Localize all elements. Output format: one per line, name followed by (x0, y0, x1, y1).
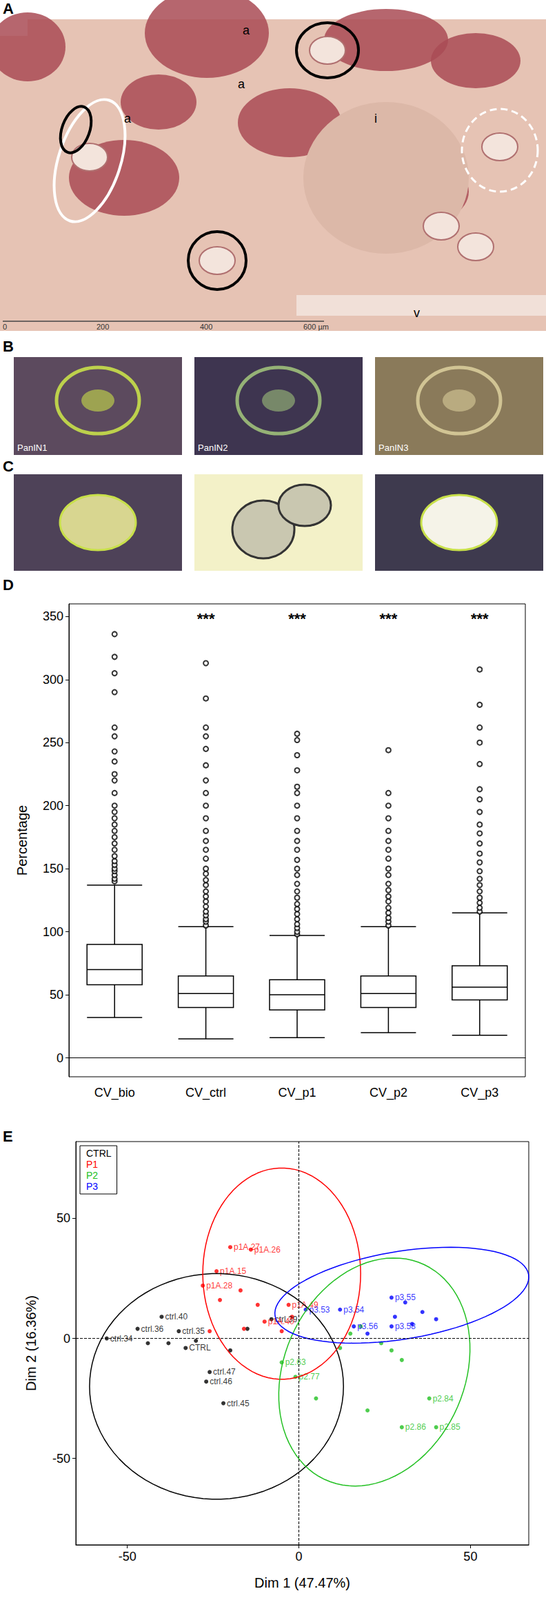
svg-text:p2.85: p2.85 (439, 1422, 461, 1432)
svg-text:Dim 2 (16.36%): Dim 2 (16.36%) (23, 1295, 39, 1392)
svg-text:P3: P3 (86, 1180, 98, 1192)
svg-text:ctrl.35: ctrl.35 (182, 1326, 205, 1337)
svg-text:p1A.49: p1A.49 (292, 1300, 319, 1310)
svg-text:-50: -50 (118, 1549, 137, 1564)
svg-text:p3.58: p3.58 (395, 1321, 416, 1332)
svg-text:a: a (237, 77, 246, 91)
svg-text:ctrl.47: ctrl.47 (213, 1367, 236, 1377)
svg-text:300: 300 (42, 672, 64, 687)
svg-text:Dim 1 (47.47%): Dim 1 (47.47%) (254, 1575, 351, 1591)
svg-text:250: 250 (42, 735, 64, 750)
svg-text:p1A.15: p1A.15 (219, 1266, 247, 1277)
html-text:B: B (2, 337, 14, 356)
svg-text:ctrl.46: ctrl.46 (209, 1376, 233, 1387)
svg-text:CV_p1: CV_p1 (277, 1085, 316, 1101)
svg-text:50: 50 (56, 1211, 71, 1226)
svg-text:p3.55: p3.55 (395, 1292, 416, 1303)
html-text:D: D (2, 576, 14, 594)
svg-text:i: i (374, 111, 378, 126)
svg-text:p3.53: p3.53 (309, 1304, 330, 1315)
svg-text:350: 350 (42, 609, 64, 624)
svg-text:p2.84: p2.84 (432, 1393, 454, 1404)
svg-text:P2: P2 (86, 1169, 98, 1181)
html-text:C: C (2, 457, 14, 475)
svg-text:PanIN2: PanIN2 (197, 442, 228, 453)
svg-text:a: a (124, 111, 132, 126)
svg-text:CV_ctrl: CV_ctrl (185, 1085, 227, 1101)
svg-text:ctrl.36: ctrl.36 (141, 1324, 165, 1334)
svg-text:p3.54: p3.54 (343, 1305, 364, 1315)
svg-text:ctrl.34: ctrl.34 (110, 1333, 133, 1344)
svg-text:ctrl.40: ctrl.40 (164, 1311, 188, 1322)
svg-text:0: 0 (56, 1051, 64, 1066)
svg-text:p2.77: p2.77 (299, 1371, 320, 1382)
svg-text:PanIN3: PanIN3 (378, 442, 409, 453)
svg-text:0: 0 (63, 1331, 71, 1346)
svg-text:p1A.40: p1A.40 (268, 1316, 295, 1327)
svg-text:CV_p2: CV_p2 (369, 1085, 408, 1101)
svg-text:200: 200 (42, 799, 64, 813)
svg-text:100: 100 (42, 925, 64, 939)
svg-text:v: v (413, 306, 420, 320)
svg-text:50: 50 (49, 987, 64, 1002)
svg-text:p2.63: p2.63 (285, 1357, 307, 1368)
svg-text:0: 0 (2, 322, 7, 331)
svg-text:***: *** (288, 610, 307, 628)
svg-text:ctrl.45: ctrl.45 (226, 1398, 250, 1409)
html-text:E: E (2, 1127, 13, 1146)
svg-text:400: 400 (199, 322, 213, 331)
svg-text:PanIN1: PanIN1 (17, 442, 47, 453)
svg-text:Percentage: Percentage (14, 805, 30, 876)
svg-text:600 µm: 600 µm (303, 322, 329, 331)
svg-text:CV_p3: CV_p3 (460, 1085, 499, 1101)
svg-text:-50: -50 (52, 1451, 71, 1466)
svg-text:150: 150 (42, 861, 64, 876)
svg-text:p1A.28: p1A.28 (206, 1280, 233, 1291)
svg-text:a: a (242, 23, 251, 38)
html-text:A: A (2, 0, 14, 18)
svg-text:p3.56: p3.56 (357, 1321, 378, 1332)
svg-text:CV_bio: CV_bio (94, 1085, 136, 1101)
svg-text:0: 0 (295, 1549, 303, 1564)
svg-text:***: *** (470, 610, 489, 628)
svg-text:P1: P1 (86, 1158, 98, 1170)
svg-text:50: 50 (463, 1549, 478, 1564)
svg-text:p1A.26: p1A.26 (254, 1245, 281, 1255)
svg-text:p1A.27: p1A.27 (233, 1242, 260, 1253)
svg-text:***: *** (197, 610, 216, 628)
svg-text:CTRL: CTRL (86, 1147, 112, 1159)
svg-text:***: *** (379, 610, 398, 628)
svg-text:p2.86: p2.86 (405, 1422, 427, 1432)
svg-text:200: 200 (96, 322, 109, 331)
svg-text:CTRL: CTRL (188, 1342, 211, 1353)
